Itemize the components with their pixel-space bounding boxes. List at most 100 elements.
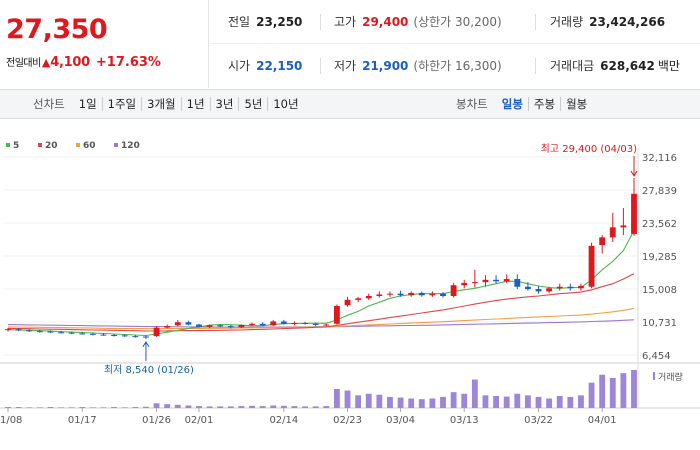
change-label: 전일대비: [6, 58, 41, 69]
candle-body: [418, 292, 425, 296]
volume-bar: [68, 407, 75, 408]
volume-bar: [312, 406, 319, 408]
y-tick-label: 27,839: [642, 186, 677, 197]
volume-bar: [503, 396, 510, 408]
legend-label: 120: [121, 141, 140, 151]
volume-legend-label: 거래량: [658, 371, 683, 383]
price-chart: 32,116 27,839 23,562 19,285 15,008 10,731 6,45…: [0, 141, 700, 426]
line-tab-0[interactable]: 1일: [78, 97, 97, 111]
line-tab-5[interactable]: 5년: [238, 97, 268, 111]
open-price: 시가 22,150: [228, 44, 302, 88]
volume-bar: [578, 395, 584, 408]
candle-body: [355, 298, 362, 300]
amount-label: 거래대금: [550, 59, 595, 73]
legend-label: 20: [45, 141, 58, 151]
candle-body: [397, 293, 404, 296]
volume-bar: [111, 407, 118, 408]
volume-bar: [631, 370, 637, 408]
candle-chart-tabs: 봉차트 일봉 주봉 월봉: [456, 90, 593, 120]
line-tab-3[interactable]: 1년: [180, 97, 210, 111]
legend-swatch: [38, 143, 42, 147]
volume-bar: [524, 395, 531, 408]
candle-body: [174, 322, 181, 326]
candle-body: [270, 321, 277, 326]
y-tick-label: 15,008: [642, 285, 677, 296]
amount-unit: 백만: [657, 59, 680, 73]
legend-swatch: [76, 143, 80, 147]
current-price: 27,350: [6, 14, 108, 45]
candle-body: [153, 327, 160, 337]
candle-body: [26, 330, 33, 332]
volume-bar: [227, 406, 234, 408]
line-tab-6[interactable]: 10년: [267, 97, 304, 111]
candle-body: [121, 335, 128, 337]
legend-swatch: [6, 143, 10, 147]
candle-body: [408, 292, 415, 296]
x-tick-label: 03/22: [524, 415, 553, 426]
volume-bar: [323, 406, 330, 408]
volume-bar: [185, 405, 192, 408]
divider: [535, 14, 536, 30]
candle-tab-2[interactable]: 월봉: [560, 97, 593, 111]
price-summary: 27,350 전일대비▲4,100 +17.63%: [0, 0, 209, 88]
line-tab-1[interactable]: 1주일: [101, 97, 142, 111]
volume-bar: [280, 405, 287, 408]
quote-details: 전일 23,250 고가 29,400 (상한가 30,200) 거래량 23,424,…: [210, 0, 700, 88]
high-arrow-head: [630, 170, 638, 177]
open-label: 시가: [228, 59, 251, 73]
volume-bar: [376, 394, 383, 408]
candle-body: [47, 331, 54, 333]
volume-info: 거래량 23,424,266: [550, 0, 665, 44]
candle-body: [578, 285, 584, 289]
candle-tab-1[interactable]: 주봉: [527, 97, 561, 111]
line-tab-4[interactable]: 3년: [209, 97, 239, 111]
trade-amount: 거래대금 628,642 백만: [550, 44, 680, 88]
candle-body: [387, 293, 393, 295]
line-tab-2[interactable]: 3개월: [141, 97, 181, 111]
candle-chart-title: 봉차트: [456, 97, 488, 111]
volume-bar: [493, 395, 499, 408]
y-tick-label: 32,116: [642, 153, 677, 164]
candle-body: [227, 326, 234, 328]
candle-body: [36, 331, 43, 333]
candle-body: [238, 324, 245, 328]
candle-body: [280, 321, 287, 324]
low-annotation: 최저 8,540 (01/26): [104, 364, 194, 376]
candle-body: [471, 282, 478, 284]
volume-bar: [387, 396, 393, 408]
candle-body: [503, 279, 510, 282]
volume-bar: [333, 389, 340, 408]
volume-bar: [217, 406, 224, 408]
line-chart-title: 선차트: [33, 97, 65, 111]
volume-bar: [164, 404, 171, 408]
change-percent: +17.63%: [95, 55, 161, 70]
volume-legend-swatch: [653, 372, 655, 380]
candle-tab-0[interactable]: 일봉: [501, 97, 523, 111]
candle-body: [482, 279, 489, 283]
x-tick-label: 03/13: [450, 415, 479, 426]
quote-row-2: 시가 22,150 저가 21,900 (하한가 16,300) 거래대금 628,64…: [210, 44, 700, 88]
ma-20-line: [7, 273, 635, 332]
volume-bar: [100, 407, 107, 408]
x-tick-label: 02/14: [269, 415, 298, 426]
chart-period-bar: 선차트 1일 1주일 3개월 1년 3년 5년 10년 봉차트 일봉 주봉 월봉: [0, 89, 700, 119]
volume-bar: [588, 382, 595, 408]
volume-bar: [174, 404, 181, 408]
volume-bar: [482, 395, 489, 408]
candle-body: [556, 286, 563, 289]
volume-bar: [609, 377, 616, 408]
candle-body: [100, 334, 107, 336]
y-tick-label: 6,454: [642, 351, 671, 362]
candle-body: [323, 324, 330, 326]
high-label: 고가: [334, 15, 357, 29]
volume-bar: [471, 379, 478, 408]
up-triangle-icon: ▲: [41, 56, 51, 69]
candle-body: [111, 334, 118, 336]
candle-body: [132, 336, 139, 338]
volume-bar: [143, 406, 149, 408]
volume-bar: [121, 407, 128, 408]
volume-bar: [26, 407, 33, 408]
legend-swatch: [114, 143, 118, 147]
volume-bar: [429, 398, 436, 408]
volume-bar: [514, 393, 521, 408]
